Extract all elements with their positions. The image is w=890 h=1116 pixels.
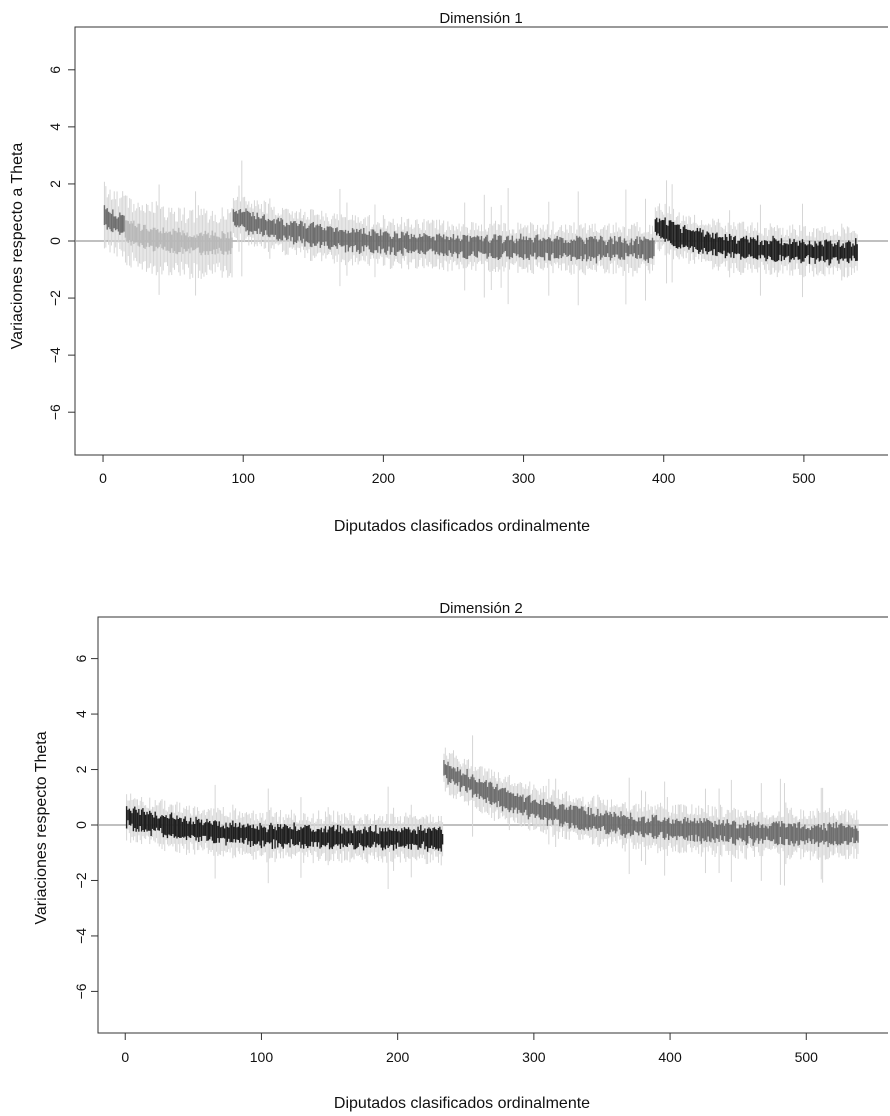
y-tick-label: 6 <box>47 66 63 74</box>
x-tick-label: 400 <box>652 470 676 486</box>
y-tick-label: −6 <box>47 404 63 420</box>
chart-title: Dimensión 2 <box>439 600 522 617</box>
y-tick-label: −4 <box>47 347 63 363</box>
plot-area: 0 100 200 300 400 500 −6 −4 −2 0 2 4 6 <box>73 616 888 1065</box>
x-tick-label: 200 <box>372 470 396 486</box>
y-tick-label: 4 <box>47 123 63 131</box>
x-tick-label: 300 <box>512 470 536 486</box>
y-tick-label: −2 <box>73 872 89 888</box>
y-tick-label: −4 <box>73 928 89 944</box>
y-tick-label: 4 <box>73 710 89 718</box>
x-tick-label: 400 <box>658 1049 682 1065</box>
y-tick-label: 0 <box>73 821 89 829</box>
y-tick-label: −2 <box>47 290 63 306</box>
chart-dimension-2: Dimensión 2 Diputados clasificados ordin… <box>33 600 888 1112</box>
y-tick-label: 2 <box>73 765 89 773</box>
x-axis-label: Diputados clasificados ordinalmente <box>334 518 590 535</box>
y-tick-label: 6 <box>73 654 89 662</box>
x-tick-label: 0 <box>121 1049 129 1065</box>
x-tick-label: 100 <box>250 1049 274 1065</box>
x-tick-label: 500 <box>792 470 816 486</box>
x-tick-label: 200 <box>386 1049 410 1065</box>
chart-title: Dimensión 1 <box>439 10 522 27</box>
series-marks <box>103 160 858 306</box>
y-axis-label: Variaciones respecto a Theta <box>9 143 26 350</box>
chart-dimension-1: Dimensión 1 Diputados clasificados ordin… <box>9 10 888 535</box>
x-tick-label: 300 <box>522 1049 546 1065</box>
x-axis-label: Diputados clasificados ordinalmente <box>334 1095 590 1112</box>
y-tick-label: 2 <box>47 180 63 188</box>
x-tick-label: 500 <box>795 1049 819 1065</box>
y-tick-label: 0 <box>47 237 63 245</box>
series-marks <box>125 735 859 889</box>
y-tick-label: −6 <box>73 983 89 999</box>
x-tick-label: 100 <box>232 470 256 486</box>
x-tick-label: 0 <box>99 470 107 486</box>
plot-area: 0 100 200 300 400 500 −6 −4 −2 0 2 4 6 <box>47 26 888 486</box>
y-axis-label: Variaciones respecto Theta <box>33 731 50 924</box>
